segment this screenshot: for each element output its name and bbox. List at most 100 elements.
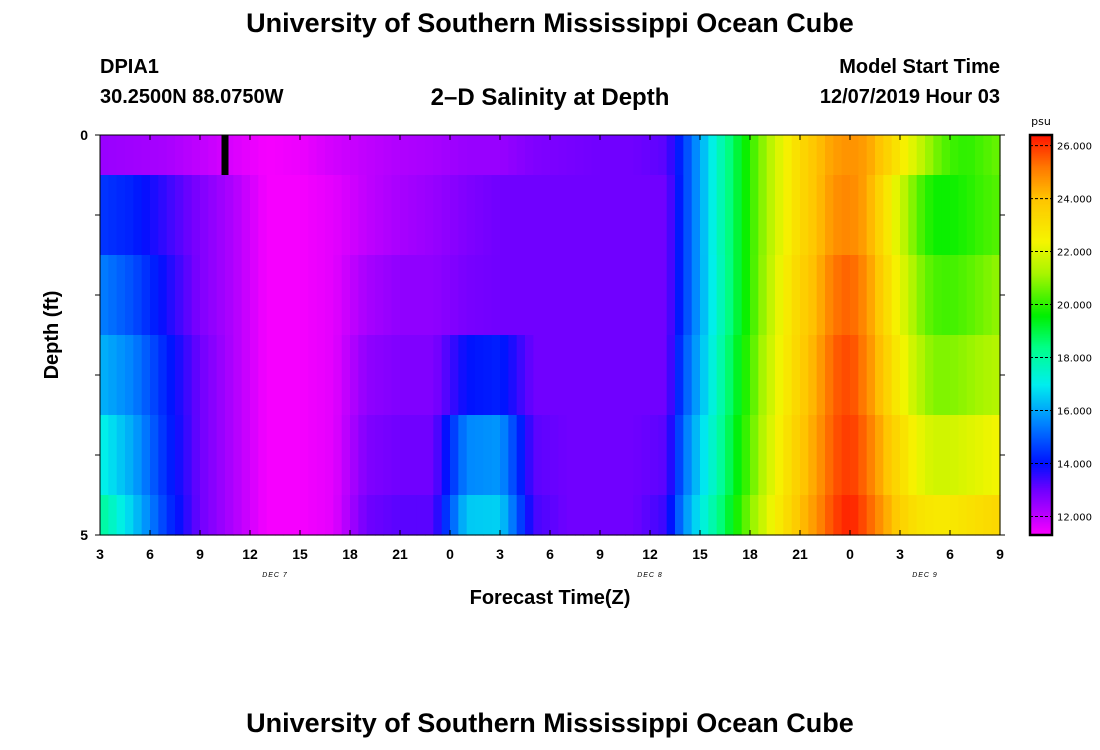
x-tick-label: 6 [546, 546, 554, 562]
heatmap-cell [716, 175, 726, 256]
heatmap-cell [266, 335, 276, 416]
model-start-label: Model Start Time [839, 56, 1000, 78]
heatmap-cell [450, 415, 459, 496]
colorbar-segment [1030, 281, 1052, 284]
heatmap-cell [500, 175, 509, 256]
heatmap-cell [650, 495, 659, 536]
colorbar-segment [1030, 453, 1052, 456]
heatmap-cell [816, 415, 826, 496]
colorbar-segment [1030, 161, 1052, 164]
heatmap-cell [208, 255, 218, 336]
heatmap-cell [958, 255, 968, 336]
heatmap-cell [850, 335, 859, 416]
colorbar-segment [1030, 305, 1052, 308]
colorbar-segment [1030, 177, 1052, 180]
x-tick-label: 15 [692, 546, 708, 562]
heatmap-cell [858, 335, 868, 416]
colorbar-segment [1030, 213, 1052, 216]
heatmap-cell [233, 335, 243, 416]
heatmap-cell [591, 255, 601, 336]
heatmap-cell [550, 135, 559, 176]
heatmap-cell [425, 135, 434, 176]
heatmap-cell [766, 135, 776, 176]
heatmap-cell [700, 335, 709, 416]
heatmap-cell [158, 335, 168, 416]
heatmap-cell [525, 495, 534, 536]
heatmap-cell [225, 255, 234, 336]
heatmap-cell [566, 175, 576, 256]
heatmap-cell [266, 255, 276, 336]
heatmap-cell [216, 255, 226, 336]
heatmap-cell [125, 175, 134, 256]
heatmap-cell [716, 415, 726, 496]
heatmap-cell [458, 175, 468, 256]
heatmap-cell [316, 335, 326, 416]
colorbar-segment [1030, 529, 1052, 532]
colorbar-segment [1030, 335, 1052, 338]
heatmap-cell [941, 495, 951, 536]
heatmap-cell [208, 175, 218, 256]
heatmap-cell [150, 135, 159, 176]
heatmap-cell [258, 255, 268, 336]
y-axis: 05 [80, 127, 1005, 543]
heatmap-cell [850, 415, 859, 496]
colorbar-segment [1030, 361, 1052, 364]
heatmap-cell [866, 495, 876, 536]
heatmap-cell [583, 335, 593, 416]
heatmap-cell [175, 335, 184, 416]
heatmap-cell [108, 495, 118, 536]
heatmap-cell [925, 335, 934, 416]
heatmap-cell [708, 495, 718, 536]
colorbar-segment [1030, 483, 1052, 486]
heatmap-cell [900, 415, 909, 496]
colorbar-segment [1030, 267, 1052, 270]
heatmap-cell [508, 335, 518, 416]
heatmap-cell [616, 135, 626, 176]
heatmap-cell [825, 175, 834, 256]
heatmap-cell [850, 135, 859, 176]
heatmap-cell [900, 255, 909, 336]
colorbar-segment [1030, 517, 1052, 520]
heatmap-cell [108, 335, 118, 416]
heatmap-cell [800, 335, 809, 416]
heatmap-cell [358, 255, 368, 336]
heatmap-cell [791, 415, 801, 496]
heatmap-cell [116, 335, 126, 416]
heatmap-cell [375, 255, 384, 336]
heatmap-cell [991, 135, 1001, 176]
heatmap-cell [366, 495, 376, 536]
heatmap-cell [541, 335, 551, 416]
heatmap-cell [325, 415, 334, 496]
heatmap-cell [316, 175, 326, 256]
heatmap-cell [183, 255, 193, 336]
colorbar-segment [1030, 427, 1052, 430]
heatmap-cell [708, 335, 718, 416]
heatmap-cell [383, 255, 393, 336]
heatmap-cell [825, 495, 834, 536]
colorbar-segment [1030, 231, 1052, 234]
heatmap-cell [508, 255, 518, 336]
heatmap-cell [683, 335, 693, 416]
heatmap-cell [775, 495, 784, 536]
heatmap-cell [758, 335, 768, 416]
heatmap-cell [700, 255, 709, 336]
heatmap-cell [525, 415, 534, 496]
colorbar-segment [1030, 205, 1052, 208]
heatmap-cell [975, 335, 984, 416]
heatmap-cell [808, 175, 818, 256]
heatmap-cell [266, 495, 276, 536]
heatmap-cell [291, 175, 301, 256]
colorbar-segment [1030, 337, 1052, 340]
heatmap-cell [641, 335, 651, 416]
heatmap-cell [983, 495, 993, 536]
heatmap-cell [366, 175, 376, 256]
heatmap-cell [483, 415, 493, 496]
colorbar-segment [1030, 391, 1052, 394]
heatmap-cell [366, 415, 376, 496]
heatmap-cell [650, 415, 659, 496]
colorbar-segment [1030, 207, 1052, 210]
heatmap-cell [983, 255, 993, 336]
colorbar-segment [1030, 179, 1052, 182]
colorbar-segment [1030, 423, 1052, 426]
heatmap-cell [283, 255, 293, 336]
